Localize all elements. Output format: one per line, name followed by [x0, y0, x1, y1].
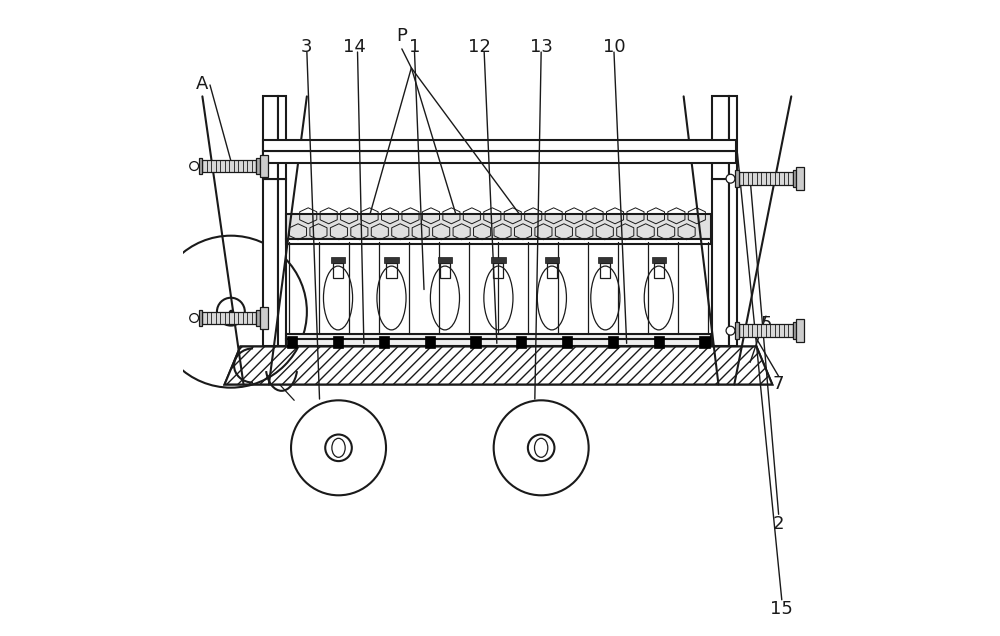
Bar — [199, 310, 202, 326]
Bar — [263, 97, 278, 179]
Bar — [202, 160, 256, 172]
Text: 10: 10 — [603, 38, 625, 56]
Bar — [286, 334, 711, 340]
Bar — [516, 336, 526, 348]
Text: 3: 3 — [301, 38, 313, 56]
Bar — [600, 263, 610, 278]
Bar — [470, 336, 481, 348]
Bar — [652, 257, 666, 263]
Bar — [793, 322, 796, 339]
Circle shape — [190, 314, 199, 322]
Bar — [263, 140, 736, 151]
Bar — [547, 263, 557, 278]
Circle shape — [726, 174, 735, 183]
Bar — [796, 319, 804, 342]
Bar — [729, 179, 737, 347]
Bar — [735, 322, 739, 339]
Bar — [491, 257, 506, 263]
Bar — [256, 310, 260, 326]
Bar — [493, 263, 503, 278]
Bar — [278, 179, 286, 347]
Bar — [425, 336, 435, 348]
Circle shape — [190, 162, 199, 170]
Bar — [440, 263, 450, 278]
Text: 5: 5 — [760, 315, 772, 333]
Bar — [333, 336, 343, 348]
Bar — [278, 97, 286, 179]
Bar — [386, 263, 397, 278]
Bar — [608, 336, 618, 348]
Bar — [384, 257, 399, 263]
Bar — [286, 214, 711, 239]
Bar — [793, 170, 796, 187]
Bar — [712, 97, 729, 179]
Text: 1: 1 — [409, 38, 420, 56]
Text: 13: 13 — [530, 38, 553, 56]
Bar — [654, 263, 664, 278]
Bar — [699, 336, 710, 348]
Text: 2: 2 — [773, 515, 784, 533]
Bar — [263, 179, 278, 347]
Text: 12: 12 — [468, 38, 491, 56]
Bar — [712, 179, 729, 347]
Bar — [333, 263, 343, 278]
Bar — [796, 167, 804, 190]
Bar — [739, 172, 793, 185]
Bar — [202, 312, 256, 324]
Bar — [286, 239, 711, 244]
Bar — [199, 158, 202, 174]
Bar — [260, 307, 268, 329]
Bar — [331, 257, 345, 263]
Bar — [379, 336, 389, 348]
Bar — [438, 257, 452, 263]
Bar — [260, 155, 268, 177]
Text: A: A — [196, 74, 209, 93]
Bar — [598, 257, 612, 263]
Bar — [287, 336, 297, 348]
Bar — [735, 170, 739, 187]
Bar — [729, 97, 737, 179]
Bar — [739, 324, 793, 337]
Circle shape — [726, 326, 735, 335]
Text: 14: 14 — [343, 38, 366, 56]
Bar — [654, 336, 664, 348]
Text: 15: 15 — [770, 600, 793, 618]
Polygon shape — [225, 347, 772, 385]
Bar — [286, 339, 711, 347]
Bar — [256, 158, 260, 174]
Bar — [562, 336, 572, 348]
Bar — [545, 257, 559, 263]
Text: P: P — [396, 27, 407, 45]
Bar — [263, 151, 736, 163]
Polygon shape — [225, 347, 772, 385]
Text: 7: 7 — [773, 375, 784, 394]
